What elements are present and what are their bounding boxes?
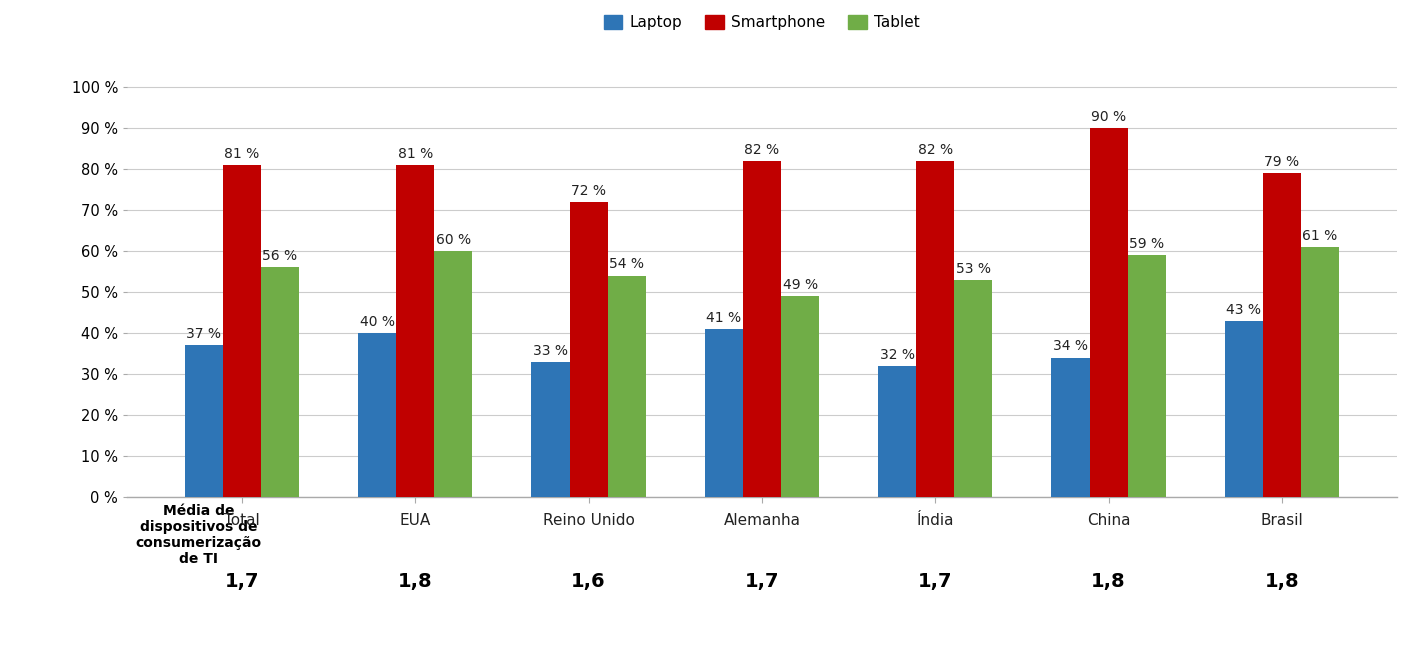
Text: 37 %: 37 %: [186, 327, 222, 341]
Bar: [782, 296, 820, 497]
Text: 81 %: 81 %: [224, 147, 260, 160]
Bar: [1263, 173, 1301, 497]
Text: 40 %: 40 %: [360, 315, 395, 329]
Bar: [704, 329, 742, 497]
Bar: [1225, 321, 1263, 497]
Bar: [1089, 128, 1127, 497]
Text: 41 %: 41 %: [707, 311, 741, 325]
Text: Índia: Índia: [917, 514, 954, 529]
Text: 32 %: 32 %: [879, 347, 914, 362]
Bar: [396, 165, 435, 497]
Bar: [185, 345, 223, 497]
Text: 43 %: 43 %: [1226, 303, 1261, 316]
Text: 1,8: 1,8: [1264, 573, 1300, 591]
Text: 49 %: 49 %: [783, 278, 817, 292]
Text: 82 %: 82 %: [917, 142, 952, 157]
Text: 1,7: 1,7: [919, 573, 952, 591]
Text: Total: Total: [224, 514, 260, 529]
Text: 90 %: 90 %: [1091, 110, 1126, 124]
Bar: [1051, 358, 1089, 497]
Bar: [1127, 255, 1165, 497]
Text: 53 %: 53 %: [955, 261, 991, 276]
Bar: [532, 362, 570, 497]
Text: China: China: [1086, 514, 1130, 529]
Text: 54 %: 54 %: [610, 258, 645, 272]
Text: 1,6: 1,6: [571, 573, 605, 591]
Text: Brasil: Brasil: [1260, 514, 1304, 529]
Bar: [435, 251, 473, 497]
Text: 1,8: 1,8: [1091, 573, 1126, 591]
Bar: [916, 160, 954, 497]
Text: 72 %: 72 %: [571, 184, 607, 197]
Bar: [742, 160, 782, 497]
Text: 59 %: 59 %: [1129, 237, 1164, 251]
Bar: [608, 276, 646, 497]
Text: Reino Unido: Reino Unido: [543, 514, 635, 529]
Text: 56 %: 56 %: [262, 249, 298, 263]
Bar: [1301, 247, 1339, 497]
Text: 1,7: 1,7: [745, 573, 779, 591]
Bar: [954, 280, 992, 497]
Legend: Laptop, Smartphone, Tablet: Laptop, Smartphone, Tablet: [598, 9, 926, 36]
Text: 33 %: 33 %: [533, 344, 569, 358]
Text: 79 %: 79 %: [1264, 155, 1300, 169]
Bar: [570, 202, 608, 497]
Text: 60 %: 60 %: [436, 233, 471, 247]
Text: 34 %: 34 %: [1053, 340, 1088, 353]
Bar: [223, 165, 261, 497]
Text: 1,7: 1,7: [224, 573, 260, 591]
Bar: [878, 366, 916, 497]
Text: Média de
dispositivos de
consumerização
de TI: Média de dispositivos de consumerização …: [135, 504, 262, 566]
Text: EUA: EUA: [399, 514, 430, 529]
Bar: [358, 333, 396, 497]
Text: 81 %: 81 %: [398, 147, 433, 160]
Text: 1,8: 1,8: [398, 573, 433, 591]
Text: 61 %: 61 %: [1302, 229, 1338, 243]
Text: Alemanha: Alemanha: [724, 514, 800, 529]
Bar: [261, 267, 299, 497]
Text: 82 %: 82 %: [745, 142, 779, 157]
